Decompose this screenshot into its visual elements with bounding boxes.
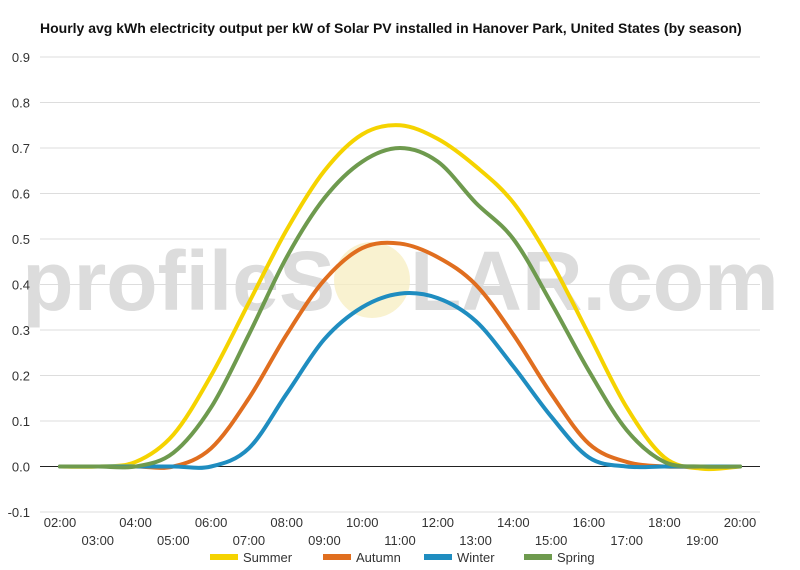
y-tick-label: 0.0 bbox=[12, 460, 30, 475]
legend-item-autumn: Autumn bbox=[323, 550, 401, 565]
legend-label: Winter bbox=[457, 550, 495, 565]
x-tick-label: 17:00 bbox=[610, 533, 643, 548]
y-tick-label: 0.7 bbox=[12, 141, 30, 156]
y-tick-label: 0.2 bbox=[12, 369, 30, 384]
legend-swatch bbox=[210, 554, 238, 560]
legend-label: Spring bbox=[557, 550, 595, 565]
x-tick-label: 06:00 bbox=[195, 515, 228, 530]
x-tick-label: 02:00 bbox=[44, 515, 77, 530]
series-line-spring bbox=[58, 146, 742, 470]
x-tick-label: 16:00 bbox=[573, 515, 606, 530]
x-tick-label: 12:00 bbox=[422, 515, 455, 530]
legend-item-spring: Spring bbox=[524, 550, 595, 565]
watermark-sun-icon bbox=[334, 242, 410, 318]
legend: Summer Autumn Winter Spring bbox=[210, 550, 595, 565]
y-tick-label: 0.4 bbox=[12, 278, 30, 293]
x-tick-label: 10:00 bbox=[346, 515, 379, 530]
legend-item-summer: Summer bbox=[210, 550, 293, 565]
x-tick-label: 07:00 bbox=[233, 533, 266, 548]
chart-title: Hourly avg kWh electricity output per kW… bbox=[40, 20, 742, 36]
x-tick-label: 18:00 bbox=[648, 515, 681, 530]
x-tick-label: 05:00 bbox=[157, 533, 190, 548]
x-tick-label: 14:00 bbox=[497, 515, 530, 530]
x-tick-label: 08:00 bbox=[270, 515, 303, 530]
series-lines bbox=[58, 123, 742, 472]
watermark: profileS LAR.com bbox=[22, 234, 778, 328]
legend-label: Autumn bbox=[356, 550, 401, 565]
y-tick-label: 0.3 bbox=[12, 323, 30, 338]
x-tick-label: 09:00 bbox=[308, 533, 341, 548]
legend-item-winter: Winter bbox=[424, 550, 495, 565]
legend-swatch bbox=[323, 554, 351, 560]
y-tick-label: 0.6 bbox=[12, 187, 30, 202]
y-axis-labels: -0.1 0.0 0.1 0.2 0.3 0.4 0.5 0.6 0.7 0.8 0.9 bbox=[8, 50, 30, 520]
watermark-text-left: profileS bbox=[22, 234, 335, 328]
x-tick-label: 04:00 bbox=[119, 515, 152, 530]
legend-swatch bbox=[524, 554, 552, 560]
x-tick-label: 13:00 bbox=[459, 533, 492, 548]
x-tick-label: 03:00 bbox=[82, 533, 115, 548]
y-tick-label: 0.1 bbox=[12, 414, 30, 429]
x-tick-label: 15:00 bbox=[535, 533, 568, 548]
y-tick-label: -0.1 bbox=[8, 505, 30, 520]
x-tick-label: 11:00 bbox=[384, 533, 416, 548]
y-tick-label: 0.8 bbox=[12, 96, 30, 111]
legend-swatch bbox=[424, 554, 452, 560]
series-line-winter bbox=[58, 291, 742, 470]
series-line-summer bbox=[58, 123, 742, 472]
x-tick-label: 19:00 bbox=[686, 533, 719, 548]
legend-label: Summer bbox=[243, 550, 293, 565]
y-tick-label: 0.9 bbox=[12, 50, 30, 65]
y-tick-label: 0.5 bbox=[12, 232, 30, 247]
x-axis-labels: 02:00 03:00 04:00 05:00 06:00 07:00 08:00 09:00… bbox=[44, 515, 757, 548]
x-tick-label: 20:00 bbox=[724, 515, 757, 530]
